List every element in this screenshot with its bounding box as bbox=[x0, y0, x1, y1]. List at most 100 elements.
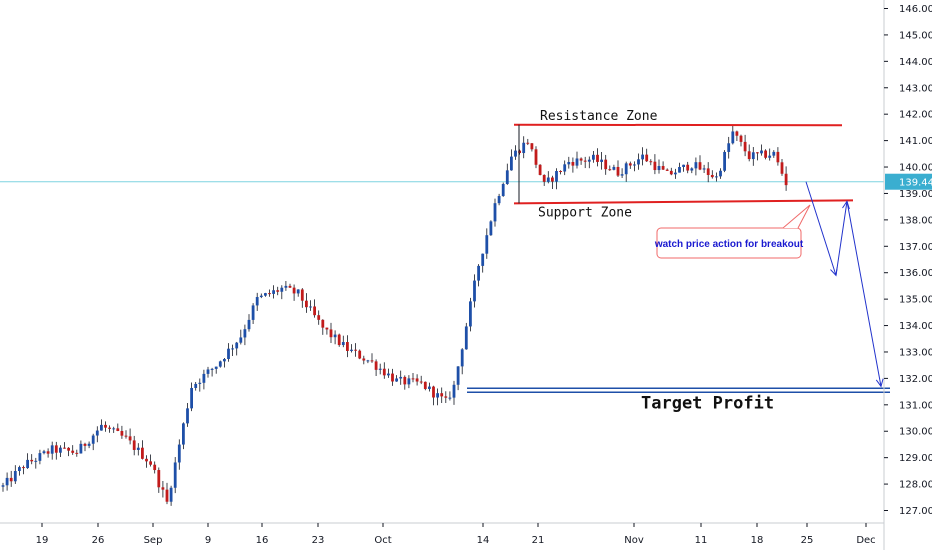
candle-body bbox=[38, 453, 42, 461]
candle-body bbox=[50, 445, 54, 454]
candle-body bbox=[71, 450, 75, 453]
y-tick-label: 142.000 bbox=[899, 110, 932, 121]
candle-body bbox=[501, 184, 505, 197]
y-tick-label: 139.000 bbox=[899, 189, 932, 200]
candle-body bbox=[719, 170, 722, 177]
candle-body bbox=[329, 329, 333, 338]
candle-body bbox=[674, 172, 677, 175]
candle-body bbox=[485, 235, 489, 254]
candle-body bbox=[727, 143, 731, 152]
candle-body bbox=[296, 289, 300, 294]
candle-body bbox=[214, 366, 218, 369]
candle-body bbox=[42, 451, 46, 454]
projection-polyline bbox=[805, 181, 882, 387]
candle-body bbox=[436, 393, 439, 398]
candle-body bbox=[616, 166, 620, 176]
candle-body bbox=[415, 378, 419, 382]
candle-body bbox=[419, 381, 423, 383]
target-profit-label: Target Profit bbox=[641, 393, 774, 413]
candle-body bbox=[440, 393, 444, 397]
candle-body bbox=[743, 141, 747, 152]
candle-body bbox=[239, 337, 243, 343]
candle-body bbox=[460, 349, 464, 367]
candle-body bbox=[145, 458, 148, 462]
y-tick-label: 133.000 bbox=[899, 347, 932, 358]
candle-body bbox=[751, 152, 755, 160]
candle-body bbox=[75, 452, 79, 454]
projection-arrow-2 bbox=[842, 200, 850, 210]
x-tick-label: Oct bbox=[374, 535, 391, 546]
candle-body bbox=[333, 334, 337, 338]
candle-body bbox=[403, 376, 407, 385]
candle-body bbox=[157, 470, 161, 488]
candle-body bbox=[464, 326, 468, 350]
candle-body bbox=[173, 462, 177, 488]
candle-body bbox=[395, 378, 398, 382]
candle-body bbox=[321, 319, 325, 328]
candle-body bbox=[227, 348, 230, 359]
candle-body bbox=[444, 396, 448, 398]
candle-body bbox=[579, 158, 583, 161]
candle-body bbox=[325, 327, 329, 330]
candle-body bbox=[337, 334, 341, 346]
x-tick-label: 9 bbox=[205, 535, 211, 546]
candle-body bbox=[128, 436, 132, 441]
candle-body bbox=[514, 150, 517, 157]
candle-body bbox=[596, 154, 599, 162]
candle-body bbox=[358, 350, 362, 359]
candle-body bbox=[518, 150, 521, 154]
candle-body bbox=[423, 381, 427, 389]
candle-body bbox=[768, 155, 772, 158]
projection-path bbox=[805, 181, 884, 388]
candle-body bbox=[59, 447, 62, 453]
candle-body bbox=[698, 162, 702, 170]
candle-body bbox=[268, 293, 271, 295]
candle-body bbox=[723, 151, 726, 171]
candle-body bbox=[428, 386, 431, 389]
candle-body bbox=[141, 447, 144, 459]
candle-body bbox=[350, 349, 353, 351]
candle-body bbox=[161, 487, 165, 490]
candle-body bbox=[91, 435, 95, 444]
candle-body bbox=[362, 358, 366, 361]
candle-body bbox=[374, 361, 378, 370]
current-price-label: 139.444 bbox=[899, 178, 932, 189]
candle-body bbox=[551, 177, 554, 182]
candle-body bbox=[641, 154, 644, 160]
y-tick-label: 135.000 bbox=[899, 295, 932, 306]
candle-body bbox=[407, 378, 411, 385]
x-tick-label: Sep bbox=[144, 535, 163, 546]
candle-body bbox=[657, 166, 661, 171]
candle-body bbox=[272, 290, 275, 294]
candle-body bbox=[317, 315, 321, 320]
callout-pointer bbox=[782, 204, 811, 229]
candle-body bbox=[702, 168, 706, 170]
candle-body bbox=[735, 131, 739, 136]
x-tick-label: 21 bbox=[532, 535, 545, 546]
candle-body bbox=[382, 368, 386, 376]
candle-body bbox=[300, 289, 304, 301]
candle-body bbox=[665, 169, 669, 171]
candle-body bbox=[760, 150, 763, 154]
candle-body bbox=[530, 143, 534, 150]
x-tick-label: 26 bbox=[92, 535, 105, 546]
candle-body bbox=[391, 373, 394, 382]
candle-body bbox=[366, 360, 370, 362]
y-tick-label: 130.000 bbox=[899, 427, 932, 438]
projection-arrow-1 bbox=[830, 267, 838, 277]
candle-body bbox=[653, 161, 657, 171]
candle-body bbox=[218, 361, 222, 367]
candle-body bbox=[210, 368, 214, 370]
candle-body bbox=[243, 329, 247, 338]
candle-body bbox=[22, 467, 25, 469]
candle-body bbox=[493, 203, 497, 222]
x-tick-label: 16 bbox=[256, 535, 269, 546]
candle-body bbox=[387, 373, 390, 376]
candle-body bbox=[669, 170, 673, 175]
candle-body bbox=[747, 151, 751, 160]
candle-body bbox=[190, 387, 193, 409]
candle-body bbox=[169, 487, 173, 502]
candle-body bbox=[694, 162, 698, 169]
x-tick-label: 11 bbox=[695, 535, 708, 546]
